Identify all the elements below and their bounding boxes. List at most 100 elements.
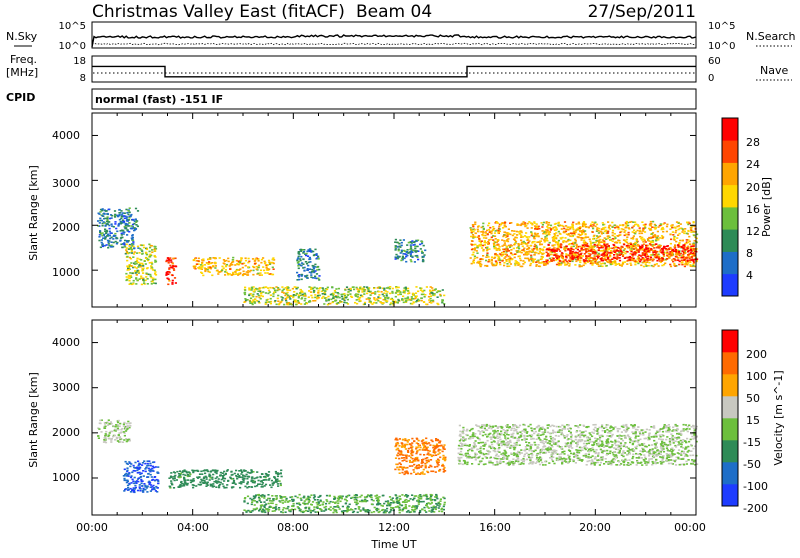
echo-cell <box>141 483 143 485</box>
echo-cell <box>247 481 249 483</box>
echo-cell <box>248 258 250 260</box>
echo-cell <box>474 256 476 258</box>
echo-cell <box>647 248 649 250</box>
echo-cell <box>596 256 598 258</box>
echo-cell <box>649 258 651 260</box>
echo-cell <box>652 266 654 268</box>
echo-cell <box>389 288 391 290</box>
echo-cell <box>531 258 533 260</box>
echo-cell <box>652 246 654 248</box>
echo-cell <box>692 265 694 267</box>
echo-cell <box>616 254 618 256</box>
echo-cell <box>574 264 576 266</box>
echo-cell <box>316 253 318 255</box>
echo-cell <box>506 246 508 248</box>
echo-cell <box>606 450 608 452</box>
echo-cell <box>633 258 635 260</box>
echo-cell <box>666 224 668 226</box>
echo-cell <box>106 218 108 220</box>
echo-cell <box>436 444 438 446</box>
echo-cell <box>335 300 337 302</box>
echo-cell <box>410 259 412 261</box>
echo-cell <box>244 298 246 300</box>
echo-cell <box>432 294 434 296</box>
echo-cell <box>111 215 113 217</box>
noise-right-tick-bottom: 10^0 <box>708 41 735 52</box>
echo-cell <box>526 258 528 260</box>
echo-cell <box>413 469 415 471</box>
echo-cell <box>123 244 125 246</box>
echo-cell <box>607 232 609 234</box>
echo-cell <box>273 268 275 270</box>
echo-cell <box>265 302 267 304</box>
echo-cell <box>412 293 414 295</box>
echo-cell <box>125 228 127 230</box>
echo-cell <box>524 235 526 237</box>
echo-cell <box>631 227 633 229</box>
echo-cell <box>585 226 587 228</box>
echo-cell <box>586 245 588 247</box>
echo-cell <box>152 462 154 464</box>
echo-cell <box>324 293 326 295</box>
echo-cell <box>531 227 533 229</box>
echo-cell <box>310 276 312 278</box>
echo-cell <box>421 290 423 292</box>
echo-cell <box>596 235 598 237</box>
echo-cell <box>612 230 614 232</box>
echo-cell <box>688 236 690 238</box>
echo-cell <box>421 465 423 467</box>
echo-cell <box>104 236 106 238</box>
echo-cell <box>559 250 561 252</box>
echo-cell <box>430 302 432 304</box>
echo-cell <box>270 487 272 489</box>
echo-cell <box>504 242 506 244</box>
echo-cell <box>655 243 657 245</box>
echo-cell <box>409 251 411 253</box>
echo-cell <box>297 262 299 264</box>
echo-cell <box>439 294 441 296</box>
echo-cell <box>244 476 246 478</box>
echo-cell <box>152 279 154 281</box>
echo-cell <box>139 467 141 469</box>
echo-cell <box>133 253 135 255</box>
echo-cell <box>600 247 602 249</box>
echo-cell <box>384 297 386 299</box>
echo-cell <box>126 212 128 214</box>
echo-cell <box>582 245 584 247</box>
echo-cell <box>400 451 402 453</box>
echo-cell <box>522 263 524 265</box>
echo-cell <box>404 438 406 440</box>
echo-cell <box>632 231 634 233</box>
echo-cell <box>130 477 132 479</box>
echo-cell <box>525 243 527 245</box>
echo-cell <box>262 257 264 259</box>
echo-cell <box>683 248 685 250</box>
echo-cell <box>412 250 414 252</box>
echo-cell <box>534 238 536 240</box>
echo-cell <box>560 243 562 245</box>
echo-cell <box>305 255 307 257</box>
echo-cell <box>253 478 255 480</box>
echo-cell <box>607 231 609 233</box>
echo-cell <box>424 294 426 296</box>
echo-cell <box>589 241 591 243</box>
echo-cell <box>240 481 242 483</box>
echo-cell <box>99 420 101 422</box>
echo-cell <box>513 233 515 235</box>
echo-cell <box>368 299 370 301</box>
echo-cell <box>443 446 445 448</box>
echo-cell <box>108 225 110 227</box>
echo-cell <box>630 263 632 265</box>
echo-cell <box>598 265 600 267</box>
echo-cell <box>417 443 419 445</box>
echo-cell <box>255 296 257 298</box>
echo-cell <box>368 297 370 299</box>
echo-cell <box>208 258 210 260</box>
echo-cell <box>411 256 413 258</box>
echo-cell <box>662 223 664 225</box>
echo-cell <box>628 257 630 259</box>
echo-cell <box>678 225 680 227</box>
echo-cell <box>480 242 482 244</box>
echo-cell <box>487 234 489 236</box>
echo-cell <box>504 224 506 226</box>
